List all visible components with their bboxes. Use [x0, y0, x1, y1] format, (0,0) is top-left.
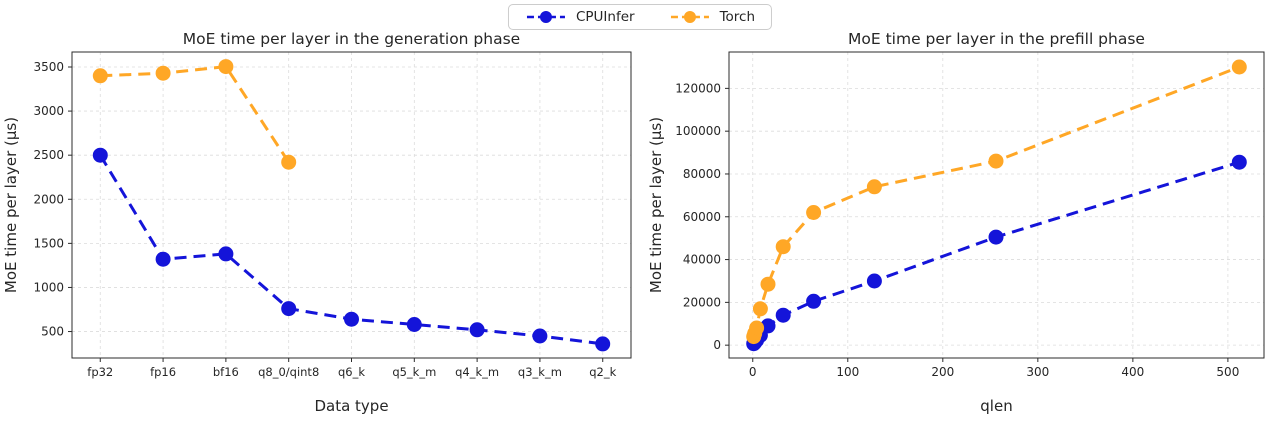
svg-text:bf16: bf16 — [213, 365, 239, 379]
x-axis-label: Data type — [314, 397, 388, 415]
y-axis-label: MoE time per layer (μs) — [2, 117, 20, 293]
chart-generation-phase: 500 1000 1500 2000 2500 3000 3500 fp32 fp16 bf16 q… — [2, 30, 632, 415]
svg-text:3000: 3000 — [33, 104, 64, 118]
y-axis-label: MoE time per layer (μs) — [647, 117, 665, 293]
svg-text:q3_k_m: q3_k_m — [518, 365, 562, 379]
svg-text:2000: 2000 — [33, 192, 64, 206]
chart-title: MoE time per layer in the prefill phase — [848, 30, 1145, 48]
svg-text:q4_k_m: q4_k_m — [455, 365, 499, 379]
svg-text:100: 100 — [836, 365, 859, 379]
svg-text:3500: 3500 — [33, 60, 64, 74]
legend-sample-line-torch — [670, 11, 709, 23]
svg-text:200: 200 — [931, 365, 954, 379]
svg-text:500: 500 — [1216, 365, 1239, 379]
svg-text:q5_k_m: q5_k_m — [392, 365, 436, 379]
svg-text:400: 400 — [1121, 365, 1144, 379]
x-axis-label: qlen — [980, 397, 1012, 415]
svg-text:80000: 80000 — [683, 167, 721, 181]
svg-text:500: 500 — [41, 325, 64, 339]
charts-row: 500 1000 1500 2000 2500 3000 3500 fp32 fp16 bf16 q… — [0, 28, 1280, 422]
svg-text:60000: 60000 — [683, 210, 721, 224]
svg-text:120000: 120000 — [675, 81, 721, 95]
legend-label-torch: Torch — [719, 9, 756, 25]
legend-label-cpuinfer: CPUInfer — [575, 9, 635, 25]
svg-text:1000: 1000 — [33, 280, 64, 294]
svg-text:2500: 2500 — [33, 148, 64, 162]
svg-text:q6_k: q6_k — [338, 365, 365, 379]
svg-text:fp32: fp32 — [87, 365, 113, 379]
legend-sample-line-cpuinfer — [526, 11, 565, 23]
svg-text:100000: 100000 — [675, 124, 721, 138]
legend: CPUInfer Torch — [507, 4, 773, 30]
legend-item-cpuinfer: CPUInfer — [525, 9, 635, 25]
svg-text:q2_k: q2_k — [589, 365, 616, 379]
chart-title: MoE time per layer in the generation pha… — [183, 30, 520, 48]
svg-text:300: 300 — [1026, 365, 1049, 379]
svg-text:1500: 1500 — [33, 236, 64, 250]
svg-text:0: 0 — [749, 365, 757, 379]
chart-prefill-phase: 0 20000 40000 60000 80000 100000 120000 0 100 200… — [647, 30, 1265, 415]
svg-text:fp16: fp16 — [150, 365, 176, 379]
svg-text:0: 0 — [713, 338, 721, 352]
svg-text:20000: 20000 — [683, 295, 721, 309]
legend-item-torch: Torch — [669, 9, 755, 25]
svg-text:40000: 40000 — [683, 253, 721, 267]
svg-text:q8_0/qint8: q8_0/qint8 — [258, 365, 319, 379]
